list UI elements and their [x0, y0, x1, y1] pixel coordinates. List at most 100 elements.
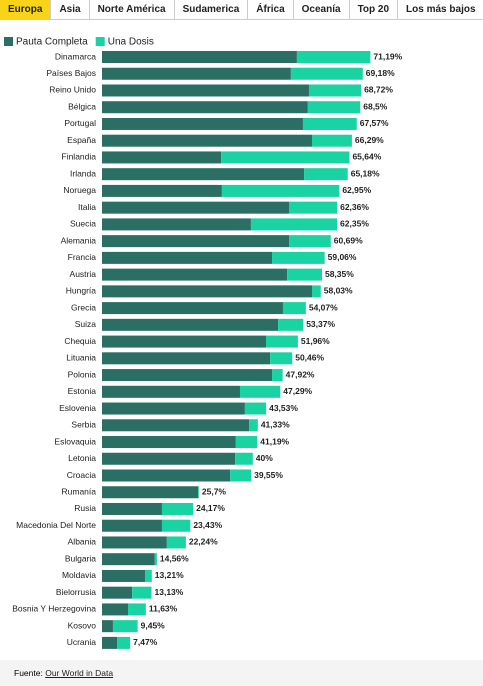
- tab[interactable]: Top 20: [350, 0, 399, 19]
- y-tick-label: Bosnia Y Herzegovina: [12, 604, 96, 614]
- bar-segment: [128, 603, 146, 616]
- bar-segment: [221, 184, 340, 197]
- y-tick-label: Lituania: [66, 353, 96, 363]
- value-label: 24,17%: [196, 503, 225, 513]
- bar-segment: [102, 486, 199, 499]
- value-label: 65,64%: [352, 152, 381, 162]
- y-tick-label: Irlanda: [70, 168, 96, 178]
- tab[interactable]: Europa: [0, 0, 52, 19]
- bar-segment: [290, 67, 363, 80]
- y-tick-label: Grecia: [71, 302, 96, 312]
- source-link[interactable]: Our World in Data: [45, 668, 114, 678]
- bar-segment: [161, 502, 194, 515]
- legend-swatch: [4, 37, 13, 46]
- bar-segment: [282, 302, 306, 315]
- value-label: 59,06%: [328, 252, 357, 262]
- bar-segment: [102, 151, 222, 164]
- value-label: 58,03%: [324, 286, 353, 296]
- tab[interactable]: Asia: [51, 0, 90, 19]
- legend-label: Una Dosis: [108, 37, 154, 48]
- bar-segment: [102, 101, 308, 114]
- value-label: 50,46%: [295, 353, 324, 363]
- bar-segment: [102, 603, 129, 616]
- y-tick-label: Croacia: [67, 470, 97, 480]
- bar-segment: [102, 285, 312, 298]
- value-label: 39,55%: [254, 470, 283, 480]
- y-tick-label: Francia: [68, 252, 97, 262]
- bar-segment: [102, 84, 309, 97]
- bar-segment: [288, 201, 338, 214]
- value-label: 62,36%: [340, 202, 369, 212]
- bar-segment: [102, 318, 279, 331]
- bar-segment: [102, 569, 145, 582]
- bar-segment: [112, 620, 138, 633]
- bar-segment: [102, 502, 162, 515]
- bar-segment: [102, 452, 236, 465]
- bar-segment: [117, 636, 131, 649]
- bar-segment: [307, 101, 361, 114]
- value-label: 67,57%: [360, 118, 389, 128]
- footer: Fuente: Our World in Data: [0, 660, 483, 686]
- y-tick-label: Noruega: [63, 185, 96, 195]
- y-tick-label: Polonia: [68, 369, 97, 379]
- y-tick-label: Finlandia: [62, 152, 97, 162]
- bar-segment: [102, 168, 305, 181]
- y-tick-label: Bélgica: [68, 101, 96, 111]
- value-label: 53,37%: [306, 319, 335, 329]
- bar-segment: [102, 636, 118, 649]
- legend-label: Pauta Completa: [16, 37, 88, 48]
- value-label: 14,56%: [160, 553, 189, 563]
- tab[interactable]: Norte América: [90, 0, 175, 19]
- y-tick-label: Eslovaquia: [54, 436, 96, 446]
- bar-segment: [102, 553, 155, 566]
- value-label: 68,72%: [364, 85, 393, 95]
- bar-segment: [311, 285, 321, 298]
- bar-segment: [102, 235, 289, 248]
- value-label: 71,19%: [373, 51, 402, 61]
- value-label: 40%: [256, 453, 273, 463]
- tabs: Europa Asia Norte América Sudamerica África O…: [0, 0, 483, 20]
- bar-segment: [102, 268, 288, 281]
- bar-segment: [270, 352, 293, 365]
- y-tick-label: Países Bajos: [46, 68, 96, 78]
- bar-segment: [235, 436, 258, 449]
- bar-segment: [102, 586, 133, 599]
- bar-segment: [102, 218, 251, 231]
- value-label: 43,53%: [269, 403, 298, 413]
- y-tick-label: Macedonia Del Norte: [16, 520, 96, 530]
- tab[interactable]: África: [248, 0, 294, 19]
- bar-segment: [272, 251, 325, 264]
- value-label: 58,35%: [325, 269, 354, 279]
- tab[interactable]: Los más bajos: [398, 0, 483, 19]
- value-label: 47,29%: [283, 386, 312, 396]
- bar-segment: [308, 84, 362, 97]
- bar-segment: [102, 51, 297, 63]
- bar-segment: [102, 117, 303, 130]
- bar-segment: [102, 67, 291, 80]
- value-label: 9,45%: [141, 620, 166, 630]
- y-tick-label: Albania: [68, 537, 97, 547]
- value-label: 11,63%: [149, 604, 178, 614]
- bar-segment: [132, 586, 152, 599]
- value-label: 22,24%: [189, 537, 218, 547]
- bar-segment: [198, 486, 199, 499]
- bar-segment: [166, 536, 186, 549]
- bar-segment: [102, 352, 271, 365]
- y-tick-label: Moldavia: [62, 570, 96, 580]
- tab[interactable]: Sudamerica: [175, 0, 249, 19]
- bar-segment: [154, 553, 157, 566]
- bar-segment: [230, 469, 252, 482]
- y-tick-label: Serbia: [71, 420, 96, 430]
- bar-segment: [265, 335, 298, 348]
- value-label: 54,07%: [309, 302, 338, 312]
- bar-segment: [102, 335, 266, 348]
- value-label: 47,92%: [286, 369, 315, 379]
- chart: Pauta Completa Una Dosis Dinamarca 71,19% Pa…: [4, 37, 403, 649]
- value-label: 41,33%: [261, 420, 290, 430]
- bar-segment: [272, 369, 283, 382]
- bar-segment: [221, 151, 350, 164]
- tab[interactable]: Oceanía: [294, 0, 350, 19]
- bar-segment: [102, 519, 162, 532]
- bar-segment: [239, 385, 281, 398]
